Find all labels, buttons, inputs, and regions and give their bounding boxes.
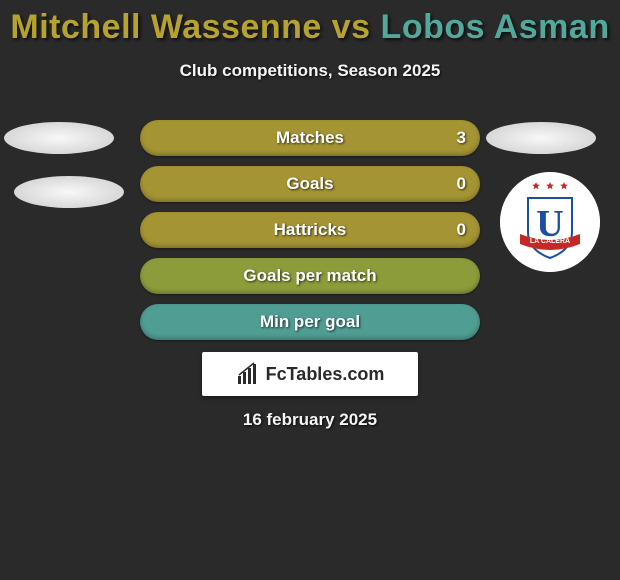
stat-row-min-per-goal: Min per goal	[140, 304, 480, 340]
side-oval-2	[486, 122, 596, 154]
stat-label: Goals	[286, 174, 333, 194]
svg-text:LA CALERA: LA CALERA	[530, 238, 570, 245]
stat-value-right: 3	[457, 128, 466, 148]
stat-value-right: 0	[457, 174, 466, 194]
page-title: Mitchell Wassenne vs Lobos Asman	[0, 0, 620, 47]
club-badge: U LA CALERA	[500, 172, 600, 272]
stat-row-matches: Matches 3	[140, 120, 480, 156]
date-text: 16 february 2025	[0, 410, 620, 430]
chart-icon	[236, 362, 260, 386]
branding-text: FcTables.com	[266, 364, 385, 385]
stat-label: Min per goal	[260, 312, 360, 332]
club-badge-svg: U LA CALERA	[500, 172, 600, 272]
stat-label: Matches	[276, 128, 344, 148]
player2-name: Lobos Asman	[381, 8, 610, 46]
stat-row-goals: Goals 0	[140, 166, 480, 202]
side-oval-1	[14, 176, 124, 208]
player1-name: Mitchell Wassenne	[10, 8, 321, 46]
vs-text: vs	[322, 8, 381, 46]
stat-label: Goals per match	[243, 266, 376, 286]
stat-row-hattricks: Hattricks 0	[140, 212, 480, 248]
stats-panel: Matches 3 Goals 0 Hattricks 0 Goals per match M…	[140, 120, 480, 350]
side-oval-0	[4, 122, 114, 154]
branding-box: FcTables.com	[202, 352, 418, 396]
subtitle: Club competitions, Season 2025	[0, 61, 620, 81]
stat-value-right: 0	[457, 220, 466, 240]
stat-label: Hattricks	[274, 220, 347, 240]
stat-row-goals-per-match: Goals per match	[140, 258, 480, 294]
